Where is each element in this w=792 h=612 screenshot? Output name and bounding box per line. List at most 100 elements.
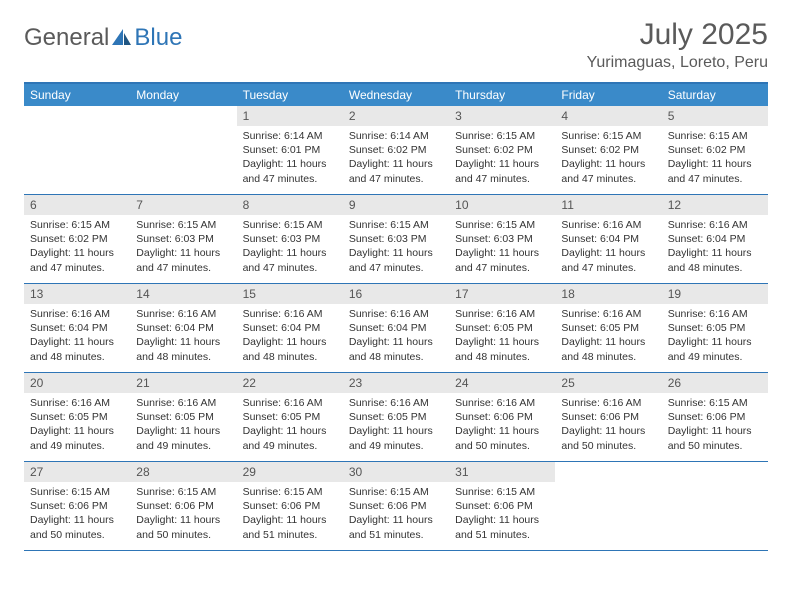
day-content: Sunrise: 6:16 AMSunset: 6:05 PMDaylight:… [449, 304, 555, 370]
day-content: Sunrise: 6:16 AMSunset: 6:04 PMDaylight:… [130, 304, 236, 370]
day-content: Sunrise: 6:15 AMSunset: 6:06 PMDaylight:… [130, 482, 236, 548]
day-content: Sunrise: 6:16 AMSunset: 6:05 PMDaylight:… [555, 304, 661, 370]
day-number: 17 [449, 284, 555, 304]
day-number: 11 [555, 195, 661, 215]
day-number: 2 [343, 106, 449, 126]
day-cell: 24Sunrise: 6:16 AMSunset: 6:06 PMDayligh… [449, 373, 555, 461]
day-number: 29 [237, 462, 343, 482]
day-content: Sunrise: 6:16 AMSunset: 6:04 PMDaylight:… [343, 304, 449, 370]
day-cell: 13Sunrise: 6:16 AMSunset: 6:04 PMDayligh… [24, 284, 130, 372]
day-number: 6 [24, 195, 130, 215]
day-cell: 3Sunrise: 6:15 AMSunset: 6:02 PMDaylight… [449, 106, 555, 194]
day-content: Sunrise: 6:16 AMSunset: 6:04 PMDaylight:… [555, 215, 661, 281]
day-cell: 23Sunrise: 6:16 AMSunset: 6:05 PMDayligh… [343, 373, 449, 461]
day-content: Sunrise: 6:16 AMSunset: 6:05 PMDaylight:… [130, 393, 236, 459]
day-number: 31 [449, 462, 555, 482]
day-cell: 29Sunrise: 6:15 AMSunset: 6:06 PMDayligh… [237, 462, 343, 550]
logo-text-general: General [24, 24, 109, 52]
day-content: Sunrise: 6:16 AMSunset: 6:05 PMDaylight:… [662, 304, 768, 370]
day-cell: 15Sunrise: 6:16 AMSunset: 6:04 PMDayligh… [237, 284, 343, 372]
day-content: Sunrise: 6:15 AMSunset: 6:03 PMDaylight:… [237, 215, 343, 281]
day-cell: .. [555, 462, 661, 550]
day-content: Sunrise: 6:15 AMSunset: 6:02 PMDaylight:… [449, 126, 555, 192]
day-content: Sunrise: 6:16 AMSunset: 6:04 PMDaylight:… [662, 215, 768, 281]
day-content: Sunrise: 6:16 AMSunset: 6:04 PMDaylight:… [237, 304, 343, 370]
week-row: 6Sunrise: 6:15 AMSunset: 6:02 PMDaylight… [24, 195, 768, 284]
day-content: Sunrise: 6:14 AMSunset: 6:02 PMDaylight:… [343, 126, 449, 192]
day-number: 3 [449, 106, 555, 126]
day-number: 14 [130, 284, 236, 304]
day-number: 19 [662, 284, 768, 304]
weekday-header: Saturday [662, 84, 768, 106]
day-content: Sunrise: 6:15 AMSunset: 6:06 PMDaylight:… [662, 393, 768, 459]
day-number: 9 [343, 195, 449, 215]
day-cell: 27Sunrise: 6:15 AMSunset: 6:06 PMDayligh… [24, 462, 130, 550]
weeks-container: ....1Sunrise: 6:14 AMSunset: 6:01 PMDayl… [24, 106, 768, 551]
weekday-header: Monday [130, 84, 236, 106]
day-cell: 8Sunrise: 6:15 AMSunset: 6:03 PMDaylight… [237, 195, 343, 283]
day-number: 13 [24, 284, 130, 304]
day-number: 10 [449, 195, 555, 215]
day-number: 22 [237, 373, 343, 393]
logo-text-blue: Blue [134, 24, 182, 52]
day-cell: 26Sunrise: 6:15 AMSunset: 6:06 PMDayligh… [662, 373, 768, 461]
day-content: Sunrise: 6:15 AMSunset: 6:06 PMDaylight:… [343, 482, 449, 548]
day-content: Sunrise: 6:15 AMSunset: 6:06 PMDaylight:… [449, 482, 555, 548]
day-cell: 31Sunrise: 6:15 AMSunset: 6:06 PMDayligh… [449, 462, 555, 550]
day-number: 12 [662, 195, 768, 215]
day-content: Sunrise: 6:16 AMSunset: 6:05 PMDaylight:… [343, 393, 449, 459]
day-cell: 14Sunrise: 6:16 AMSunset: 6:04 PMDayligh… [130, 284, 236, 372]
header: General Blue July 2025 Yurimaguas, Loret… [24, 18, 768, 72]
weekday-header: Friday [555, 84, 661, 106]
day-cell: 7Sunrise: 6:15 AMSunset: 6:03 PMDaylight… [130, 195, 236, 283]
day-cell: .. [24, 106, 130, 194]
day-content: Sunrise: 6:16 AMSunset: 6:06 PMDaylight:… [449, 393, 555, 459]
day-content: Sunrise: 6:15 AMSunset: 6:06 PMDaylight:… [237, 482, 343, 548]
day-content: Sunrise: 6:16 AMSunset: 6:05 PMDaylight:… [237, 393, 343, 459]
day-cell: 17Sunrise: 6:16 AMSunset: 6:05 PMDayligh… [449, 284, 555, 372]
day-number: 1 [237, 106, 343, 126]
day-content: Sunrise: 6:16 AMSunset: 6:04 PMDaylight:… [24, 304, 130, 370]
day-cell: 30Sunrise: 6:15 AMSunset: 6:06 PMDayligh… [343, 462, 449, 550]
logo: General Blue [24, 18, 182, 52]
weekday-header: Sunday [24, 84, 130, 106]
day-number: 18 [555, 284, 661, 304]
day-number: 26 [662, 373, 768, 393]
week-row: ....1Sunrise: 6:14 AMSunset: 6:01 PMDayl… [24, 106, 768, 195]
week-row: 27Sunrise: 6:15 AMSunset: 6:06 PMDayligh… [24, 462, 768, 551]
location: Yurimaguas, Loreto, Peru [587, 54, 768, 72]
day-cell: 19Sunrise: 6:16 AMSunset: 6:05 PMDayligh… [662, 284, 768, 372]
day-cell: 18Sunrise: 6:16 AMSunset: 6:05 PMDayligh… [555, 284, 661, 372]
day-cell: .. [130, 106, 236, 194]
week-row: 13Sunrise: 6:16 AMSunset: 6:04 PMDayligh… [24, 284, 768, 373]
day-number: 27 [24, 462, 130, 482]
day-cell: 20Sunrise: 6:16 AMSunset: 6:05 PMDayligh… [24, 373, 130, 461]
day-number: 5 [662, 106, 768, 126]
day-content: Sunrise: 6:15 AMSunset: 6:06 PMDaylight:… [24, 482, 130, 548]
day-content: Sunrise: 6:15 AMSunset: 6:03 PMDaylight:… [449, 215, 555, 281]
day-cell: 10Sunrise: 6:15 AMSunset: 6:03 PMDayligh… [449, 195, 555, 283]
day-cell: 16Sunrise: 6:16 AMSunset: 6:04 PMDayligh… [343, 284, 449, 372]
day-cell: 28Sunrise: 6:15 AMSunset: 6:06 PMDayligh… [130, 462, 236, 550]
day-number: 23 [343, 373, 449, 393]
day-content: Sunrise: 6:15 AMSunset: 6:03 PMDaylight:… [130, 215, 236, 281]
weekday-header: Tuesday [237, 84, 343, 106]
day-number: 30 [343, 462, 449, 482]
day-content: Sunrise: 6:15 AMSunset: 6:02 PMDaylight:… [24, 215, 130, 281]
day-number: 4 [555, 106, 661, 126]
day-number: 28 [130, 462, 236, 482]
day-number: 25 [555, 373, 661, 393]
day-cell: 2Sunrise: 6:14 AMSunset: 6:02 PMDaylight… [343, 106, 449, 194]
month-title: July 2025 [587, 18, 768, 52]
day-cell: 12Sunrise: 6:16 AMSunset: 6:04 PMDayligh… [662, 195, 768, 283]
day-cell: 25Sunrise: 6:16 AMSunset: 6:06 PMDayligh… [555, 373, 661, 461]
day-content: Sunrise: 6:15 AMSunset: 6:03 PMDaylight:… [343, 215, 449, 281]
day-number: 21 [130, 373, 236, 393]
day-cell: 4Sunrise: 6:15 AMSunset: 6:02 PMDaylight… [555, 106, 661, 194]
title-block: July 2025 Yurimaguas, Loreto, Peru [587, 18, 768, 72]
day-content: Sunrise: 6:16 AMSunset: 6:05 PMDaylight:… [24, 393, 130, 459]
day-number: 16 [343, 284, 449, 304]
day-cell: .. [662, 462, 768, 550]
day-content: Sunrise: 6:14 AMSunset: 6:01 PMDaylight:… [237, 126, 343, 192]
day-number: 24 [449, 373, 555, 393]
